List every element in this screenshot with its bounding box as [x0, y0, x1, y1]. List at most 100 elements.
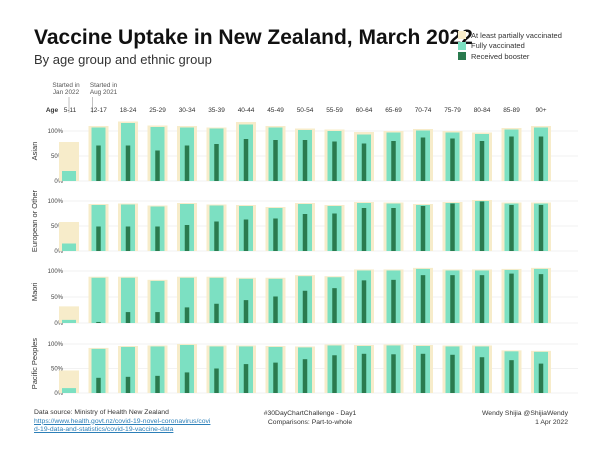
bar-booster	[214, 368, 219, 393]
footer-source: Data source: Ministry of Health New Zeal…	[34, 409, 214, 435]
bar-booster	[96, 226, 101, 251]
bar-booster	[273, 218, 278, 251]
bar-booster	[450, 203, 455, 251]
bar-booster	[214, 221, 219, 251]
age-tick-label: 90+	[535, 107, 546, 114]
y-tick-label: 0%	[54, 249, 63, 255]
challenge-label: #30DayChartChallenge - Day1	[263, 410, 357, 417]
bar-full	[180, 344, 194, 393]
bar-booster	[302, 214, 308, 251]
bar-booster	[273, 296, 278, 323]
bar-booster	[243, 139, 249, 181]
legend-item-partial: At least partially vaccinated	[458, 30, 562, 41]
bar-booster	[538, 274, 544, 323]
legend-item-booster: Received booster	[458, 51, 562, 62]
bar-booster	[332, 213, 337, 251]
age-tick-label: 30-34	[179, 107, 196, 114]
bar-booster	[243, 219, 249, 251]
legend-label-full: Fully vaccinated	[471, 41, 525, 51]
bar-full	[62, 243, 76, 251]
bar-booster	[361, 353, 367, 393]
age-tick-label: 45-49	[267, 107, 284, 114]
y-tick-label: 0%	[54, 391, 63, 397]
age-tick-label: 85-89	[503, 107, 520, 114]
bar-partial	[59, 306, 79, 323]
legend-swatch-full	[458, 41, 466, 50]
bar-booster	[155, 375, 160, 393]
age-tick-label: 50-54	[297, 107, 314, 114]
age-tick-label: 25-29	[149, 107, 166, 114]
panel-label: Pacific Peoples	[30, 338, 39, 390]
chart-title: Vaccine Uptake in New Zealand, March 202…	[34, 26, 473, 49]
annotation-jan-line1: Started in	[52, 82, 80, 89]
panel-label: European or Other	[30, 189, 39, 252]
y-tick-label: 50%	[51, 367, 64, 373]
y-tick-label: 50%	[51, 295, 64, 301]
bar-full	[121, 277, 135, 323]
bar-booster	[155, 226, 160, 251]
source-link[interactable]: https://www.health.govt.nz/covid-19-nove…	[34, 417, 211, 434]
bar-booster	[184, 145, 190, 181]
age-tick-label: 55-59	[326, 107, 343, 114]
bar-booster	[302, 359, 308, 393]
age-tick-label: 12-17	[90, 107, 107, 114]
bar-booster	[479, 275, 485, 323]
bar-booster	[538, 205, 544, 251]
panel-label: Asian	[30, 142, 39, 161]
bar-booster	[479, 201, 485, 251]
bar-booster	[391, 208, 396, 251]
bar-booster	[243, 300, 249, 323]
bar-booster	[479, 141, 485, 181]
footer-author: Wendy Shijia @ShijiaWendy 1 Apr 2022	[440, 410, 568, 427]
bar-booster	[243, 364, 249, 393]
y-tick-label: 100%	[48, 269, 64, 275]
bar-full	[150, 280, 165, 323]
bar-booster	[302, 290, 308, 323]
age-tick-label: 65-69	[385, 107, 402, 114]
legend-swatch-partial	[458, 31, 466, 40]
age-tick-label: 18-24	[120, 107, 137, 114]
bar-booster	[184, 225, 190, 251]
bar-booster	[125, 145, 131, 181]
bar-full	[180, 277, 194, 323]
bar-booster	[96, 377, 101, 393]
annotation-jan-line2: Jan 2022	[53, 89, 80, 96]
bar-booster	[391, 279, 396, 323]
age-header: Age	[46, 107, 59, 114]
bar-booster	[184, 372, 190, 393]
bar-partial	[59, 370, 79, 393]
bar-booster	[450, 354, 455, 393]
bar-booster	[302, 140, 308, 181]
bar-full	[62, 319, 76, 323]
bar-booster	[184, 307, 190, 323]
bar-booster	[391, 141, 396, 181]
bar-booster	[125, 226, 131, 251]
age-tick-label: 60-64	[356, 107, 373, 114]
theme-label: Comparisons: Part-to-whole	[267, 418, 353, 426]
annotation-aug-line2: Aug 2021	[90, 89, 118, 96]
age-tick-label: 75-79	[444, 107, 461, 114]
bar-booster	[509, 360, 514, 393]
annotation-aug-line1: Started in	[90, 82, 118, 89]
bar-full	[62, 171, 76, 181]
bar-full	[91, 277, 106, 323]
bar-booster	[96, 321, 101, 323]
bar-booster	[479, 357, 485, 393]
y-tick-label: 100%	[48, 199, 64, 205]
bar-booster	[214, 303, 219, 323]
bar-booster	[391, 354, 396, 393]
bar-booster	[538, 363, 544, 393]
bar-full	[150, 346, 165, 393]
chart-subtitle: By age group and ethnic group	[34, 52, 212, 67]
bar-booster	[420, 275, 426, 323]
date-label: 1 Apr 2022	[535, 418, 568, 426]
author-label: Wendy Shijia @ShijiaWendy	[482, 410, 568, 417]
age-tick-label: 35-39	[208, 107, 225, 114]
bar-full	[209, 277, 224, 323]
bar-booster	[361, 208, 367, 251]
bar-full	[91, 348, 106, 393]
legend: At least partially vaccinated Fully vacc…	[458, 30, 562, 62]
bar-booster	[450, 138, 455, 181]
age-tick-label: 80-84	[474, 107, 491, 114]
